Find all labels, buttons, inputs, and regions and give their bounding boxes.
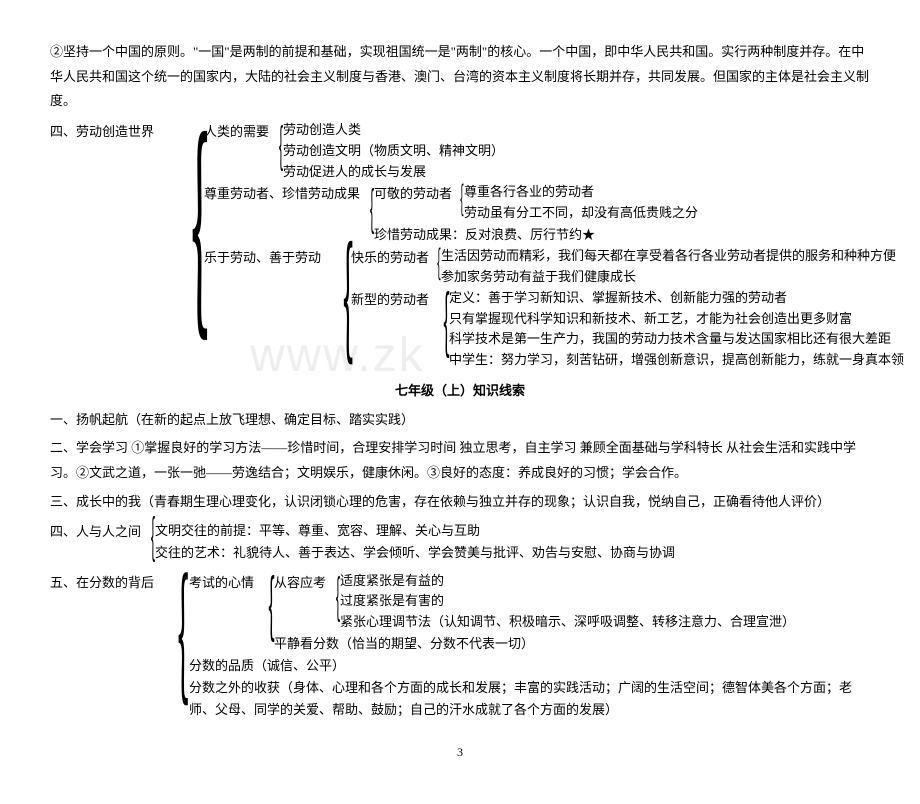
text: 参加家务劳动有益于我们健康成长 — [441, 267, 896, 288]
brace-icon: ｛ — [154, 571, 187, 722]
brace-icon: ｛ — [326, 571, 338, 633]
text: 科学技术是第一生产力，我国的劳动力技术含量与发达国家相比还有很大差距 — [449, 329, 904, 350]
brace-icon: ｛ — [429, 288, 447, 371]
text: 过度紧张是有害的 — [340, 591, 795, 612]
text: 劳动虽有分工不同，却没有高低贵贱之分 — [464, 203, 698, 224]
g7-4-label: 四、人与人之间 — [50, 520, 141, 564]
sec4-label: 四、劳动创造世界 — [50, 120, 154, 371]
g7-line1: 一、扬帆起航（在新的起点上放飞理想、确定目标、踏实实践） — [50, 408, 870, 433]
outline-g7-5: 五、在分数的背后 ｛ 考试的心情 ｛ 从容应考 ｛ 适度紧张是有益的 过度紧张是… — [50, 571, 870, 722]
brace-icon: ｛ — [254, 571, 272, 655]
text: 尊重各行各业的劳动者 — [464, 182, 698, 203]
brace-icon: ｛ — [452, 182, 462, 224]
g7-line2: 二、学会学习 ①掌握良好的学习方法——珍惜时间，合理安排学习时间 独立思考，自主… — [50, 436, 870, 485]
g7-5a-label: 考试的心情 — [189, 571, 254, 655]
brace-icon: ｛ — [429, 246, 439, 288]
outline-sec4: 四、劳动创造世界 ｛ 人类的需要 ｛ 劳动创造人类 劳动创造文明（物质文明、精神… — [50, 120, 870, 371]
text: 交往的艺术：礼貌待人、善于表达、学会倾听、学会赞美与批评、劝告与安慰、协商与协调 — [155, 542, 675, 564]
g7-5-label: 五、在分数的背后 — [50, 571, 154, 722]
sec4c1-label: 快乐的劳动者 — [351, 246, 429, 288]
sec4a-label: 人类的需要 — [204, 120, 269, 182]
text: 珍惜劳动成果：反对浪费、厉行节约★ — [374, 224, 698, 246]
document-content: ②坚持一个中国的原则。"一国"是两制的前提和基础，实现祖国统一是"两制"的核心。… — [50, 40, 870, 764]
text: 劳动促进人的成长与发展 — [283, 162, 504, 183]
page-number: 3 — [50, 741, 870, 764]
g7-line3: 三、成长中的我（青春期生理心理变化，认识闭锁心理的危害，存在依赖与独立并存的现象… — [50, 490, 870, 515]
text: 生活因劳动而精彩，我们每天都在享受着各行各业劳动者提供的服务和种种方便 — [441, 246, 896, 267]
text: 劳动创造文明（物质文明、精神文明） — [283, 141, 504, 162]
brace-icon: ｛ — [321, 246, 351, 371]
text: 平静看分数（恰当的期望、分数不代表一切） — [274, 633, 795, 655]
brace-icon: ｛ — [360, 182, 372, 246]
intro-paragraph: ②坚持一个中国的原则。"一国"是两制的前提和基础，实现祖国统一是"两制"的核心。… — [50, 40, 870, 114]
text: 劳动创造人类 — [283, 120, 504, 141]
sec4c-label: 乐于劳动、善于劳动 — [204, 246, 321, 371]
brace-icon: ｛ — [269, 120, 281, 182]
grade7-title: 七年级（上）知识线索 — [50, 379, 870, 404]
text: 中学生：努力学习，刻苦钻研，增强创新意识，提高创新能力，练就一身真本领 — [449, 350, 904, 371]
brace-icon: ｛ — [141, 520, 153, 564]
g7-5a1-label: 从容应考 — [274, 571, 326, 633]
text: 紧张心理调节法（认知调节、积极暗示、深呼吸调整、转移注意力、合理宣泄） — [340, 612, 795, 633]
text: 适度紧张是有益的 — [340, 571, 795, 592]
sec4c2-label: 新型的劳动者 — [351, 288, 429, 371]
outline-g7-4: 四、人与人之间 ｛ 文明交往的前提：平等、尊重、宽容、理解、关心与互助 交往的艺… — [50, 520, 870, 564]
text: 只有掌握现代科学知识和新技术、新工艺，才能为社会创造出更多财富 — [449, 309, 904, 330]
text: 分数的品质（诚信、公平） — [189, 655, 869, 677]
text: 定义：善于学习新知识、掌握新技术、创新能力强的劳动者 — [449, 288, 904, 309]
text: 分数之外的收获（身体、心理和各个方面的成长和发展；丰富的实践活动；广阔的生活空间… — [189, 677, 869, 721]
brace-icon: ｛ — [154, 120, 204, 371]
text: 文明交往的前提：平等、尊重、宽容、理解、关心与互助 — [155, 520, 675, 542]
sec4b1-label: 可敬的劳动者 — [374, 182, 452, 224]
